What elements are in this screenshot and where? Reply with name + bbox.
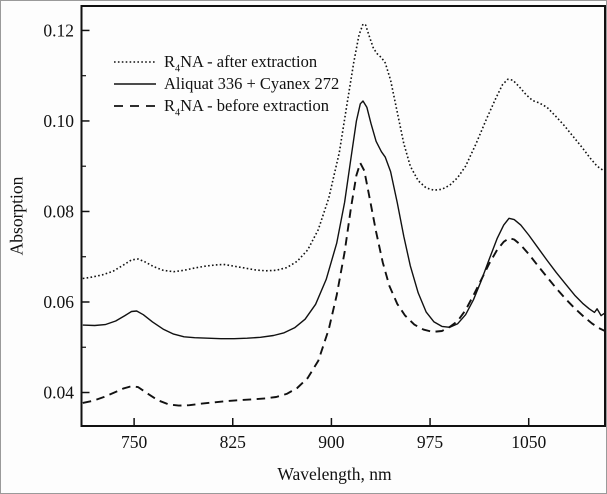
legend-label: Aliquat 336 + Cyanex 272: [164, 74, 340, 93]
legend: R4NA - after extraction Aliquat 336 + Cy…: [113, 51, 339, 119]
y-axis-title: Absorption: [6, 176, 27, 256]
x-tick-label: 900: [318, 432, 345, 452]
x-tick-label: 750: [121, 432, 148, 452]
x-tick-label: 825: [220, 432, 247, 452]
legend-item-after-extraction: R4NA - after extraction: [113, 51, 339, 75]
series-line-dotted: [82, 23, 605, 280]
y-tick-label: 0.04: [43, 383, 74, 403]
x-tick-label: 1050: [511, 432, 546, 452]
x-tick-label: 975: [417, 432, 444, 452]
y-tick-label: 0.10: [43, 111, 74, 131]
legend-item-before-extraction: R4NA - before extraction: [113, 95, 339, 119]
legend-label: R4NA - before extraction: [164, 96, 330, 119]
legend-item-aliquat-cyanex: Aliquat 336 + Cyanex 272: [113, 73, 339, 95]
y-tick-label: 0.06: [43, 292, 74, 312]
solid-line-icon: [114, 83, 156, 85]
y-tick-label: 0.12: [43, 20, 74, 40]
y-tick-label: 0.08: [43, 201, 74, 221]
legend-label: R4NA - after extraction: [164, 52, 318, 75]
x-axis-title: Wavelength, nm: [277, 464, 392, 484]
plot-frame: [80, 5, 606, 427]
series-line-solid: [82, 100, 605, 340]
series-line-dashed: [82, 162, 605, 407]
dashed-line-icon: [114, 105, 156, 107]
dotted-line-icon: [114, 61, 156, 63]
